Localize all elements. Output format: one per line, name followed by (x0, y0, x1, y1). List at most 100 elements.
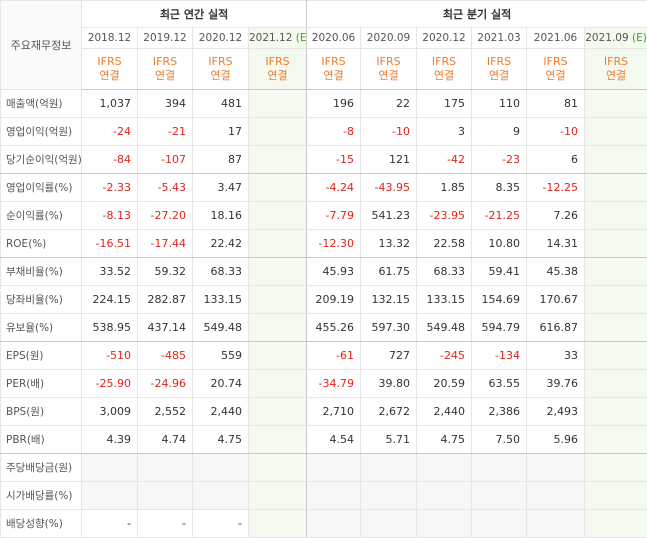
value-cell: 22.58 (417, 230, 472, 258)
group-header: 최근 연간 실적 (82, 1, 307, 28)
value-cell: -24.96 (138, 370, 193, 398)
row-label: BPS(원) (1, 398, 82, 426)
value-cell (249, 454, 307, 482)
value-cell: 87 (193, 146, 249, 174)
value-cell: 3 (417, 118, 472, 146)
value-cell: 133.15 (417, 286, 472, 314)
value-cell: - (193, 510, 249, 538)
value-cell: -510 (82, 342, 138, 370)
column-date: 2020.12 (193, 28, 249, 49)
value-cell: 455.26 (307, 314, 361, 342)
value-cell: -61 (307, 342, 361, 370)
standard: IFRS (527, 55, 584, 69)
standard: IFRS (82, 55, 137, 69)
standard: IFRS (417, 55, 471, 69)
value-cell (585, 90, 647, 118)
value-cell: 4.75 (417, 426, 472, 454)
value-cell (585, 370, 647, 398)
standard: IFRS (472, 55, 526, 69)
value-cell (138, 482, 193, 510)
standard: IFRS (138, 55, 192, 69)
value-cell (361, 454, 417, 482)
value-cell: 209.19 (307, 286, 361, 314)
value-cell: 10.80 (472, 230, 527, 258)
value-cell (585, 510, 647, 538)
value-cell: 59.41 (472, 258, 527, 286)
basis: 연결 (307, 69, 360, 83)
value-cell (249, 90, 307, 118)
value-cell: -5.43 (138, 174, 193, 202)
standard: IFRS (193, 55, 248, 69)
row-label: PBR(배) (1, 426, 82, 454)
value-cell: -25.90 (82, 370, 138, 398)
value-cell: -43.95 (361, 174, 417, 202)
value-cell: 481 (193, 90, 249, 118)
value-cell (585, 482, 647, 510)
basis: 연결 (472, 69, 526, 83)
value-cell: 597.30 (361, 314, 417, 342)
value-cell: 2,440 (417, 398, 472, 426)
value-cell: 17 (193, 118, 249, 146)
value-cell: 22.42 (193, 230, 249, 258)
value-cell (585, 314, 647, 342)
value-cell (527, 510, 585, 538)
value-cell: -10 (361, 118, 417, 146)
value-cell (527, 482, 585, 510)
value-cell: 39.80 (361, 370, 417, 398)
value-cell: -4.24 (307, 174, 361, 202)
value-cell: 81 (527, 90, 585, 118)
date: 2020.06 (312, 32, 355, 44)
basis: 연결 (585, 69, 647, 83)
value-cell: 2,710 (307, 398, 361, 426)
value-cell: 5.71 (361, 426, 417, 454)
value-cell: 4.75 (193, 426, 249, 454)
value-cell (249, 202, 307, 230)
column-date: 2020.09 (361, 28, 417, 49)
basis: 연결 (527, 69, 584, 83)
group-header: 최근 분기 실적 (307, 1, 647, 28)
value-cell (249, 286, 307, 314)
basis: 연결 (417, 69, 471, 83)
value-cell (249, 174, 307, 202)
value-cell: 45.38 (527, 258, 585, 286)
value-cell: 1,037 (82, 90, 138, 118)
value-cell: 4.74 (138, 426, 193, 454)
column-date: 2020.06 (307, 28, 361, 49)
column-date: 2021.09 (E) (585, 28, 647, 49)
value-cell: -21.25 (472, 202, 527, 230)
value-cell: 121 (361, 146, 417, 174)
row-label: 유보율(%) (1, 314, 82, 342)
value-cell (249, 230, 307, 258)
value-cell (249, 482, 307, 510)
row-label: 영업이익(억원) (1, 118, 82, 146)
value-cell (249, 342, 307, 370)
value-cell (417, 454, 472, 482)
value-cell (585, 118, 647, 146)
value-cell: 727 (361, 342, 417, 370)
value-cell: 110 (472, 90, 527, 118)
data-row: 시가배당률(%) (1, 482, 647, 510)
value-cell: 4.39 (82, 426, 138, 454)
row-label: ROE(%) (1, 230, 82, 258)
value-cell: 7.26 (527, 202, 585, 230)
column-date: 2018.12 (82, 28, 138, 49)
value-cell: 154.69 (472, 286, 527, 314)
value-cell: 20.74 (193, 370, 249, 398)
value-cell: 437.14 (138, 314, 193, 342)
value-cell: -23 (472, 146, 527, 174)
value-cell: 549.48 (193, 314, 249, 342)
standard: IFRS (585, 55, 647, 69)
value-cell: -24 (82, 118, 138, 146)
value-cell (417, 482, 472, 510)
value-cell: 3.47 (193, 174, 249, 202)
value-cell: 13.32 (361, 230, 417, 258)
value-cell (472, 510, 527, 538)
